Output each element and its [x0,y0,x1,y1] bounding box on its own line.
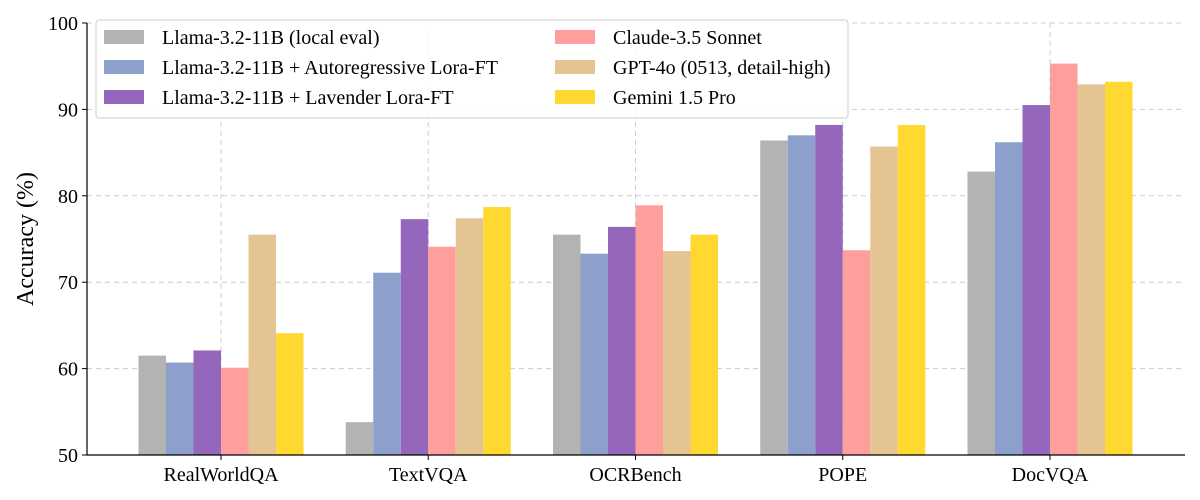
bar [608,226,636,455]
legend-label: GPT-4o (0513, detail-high) [613,57,831,79]
legend-label: Gemini 1.5 Pro [613,87,736,109]
bar [138,355,166,455]
x-tick-label: DocVQA [1012,464,1089,486]
y-tick-label: 70 [58,272,78,294]
bar [1105,81,1133,455]
legend-label: Llama-3.2-11B + Autoregressive Lora-FT [162,57,498,79]
x-tick-label: RealWorldQA [163,464,279,486]
y-tick-label: 80 [58,186,78,208]
y-tick-label: 60 [58,359,78,381]
y-tick-label: 100 [48,13,78,35]
bar [967,171,995,455]
bar [580,253,608,455]
legend-label: Claude-3.5 Sonnet [613,27,762,49]
bar [193,350,221,455]
legend-swatch [555,30,595,44]
bar [815,124,843,456]
bar [166,362,194,455]
bar [483,207,511,455]
bar [870,146,898,455]
bar [221,367,249,455]
bar [276,333,304,455]
legend-label: Llama-3.2-11B (local eval) [162,27,380,49]
bar [248,234,276,455]
bar [455,218,484,455]
bar [1022,105,1050,455]
x-ticks: RealWorldQA TextVQA OCRBench POPE DocVQA [163,455,1089,486]
legend-swatch [555,90,595,104]
legend-swatch [104,30,144,44]
bar [1050,63,1078,455]
bar [760,140,788,455]
bar [897,124,926,456]
y-tick-label: 50 [58,445,78,467]
legend-label: Llama-3.2-11B + Lavender Lora-FT [162,87,454,109]
legend-swatch [104,60,144,74]
bar [787,135,816,455]
bar [663,251,691,455]
legend-swatch [104,90,144,104]
bar [995,142,1023,455]
y-axis-title: Accuracy (%) [13,172,39,306]
bar [553,234,581,455]
legend: Llama-3.2-11B (local eval) Llama-3.2-11B … [95,19,849,119]
bar [1077,84,1105,456]
y-ticks: 50 60 70 80 90 100 [48,13,87,467]
bar [373,272,401,455]
y-tick-label: 90 [58,99,78,121]
x-tick-label: POPE [818,464,867,486]
bar [690,234,718,455]
legend-frame [95,19,849,119]
bars [138,63,1133,456]
bar [842,250,871,455]
legend-swatch [555,60,595,74]
bar [345,422,374,455]
bar [428,246,456,455]
x-tick-label: TextVQA [389,464,468,486]
x-tick-label: OCRBench [589,464,681,486]
bar [400,219,429,455]
bar [635,205,663,455]
